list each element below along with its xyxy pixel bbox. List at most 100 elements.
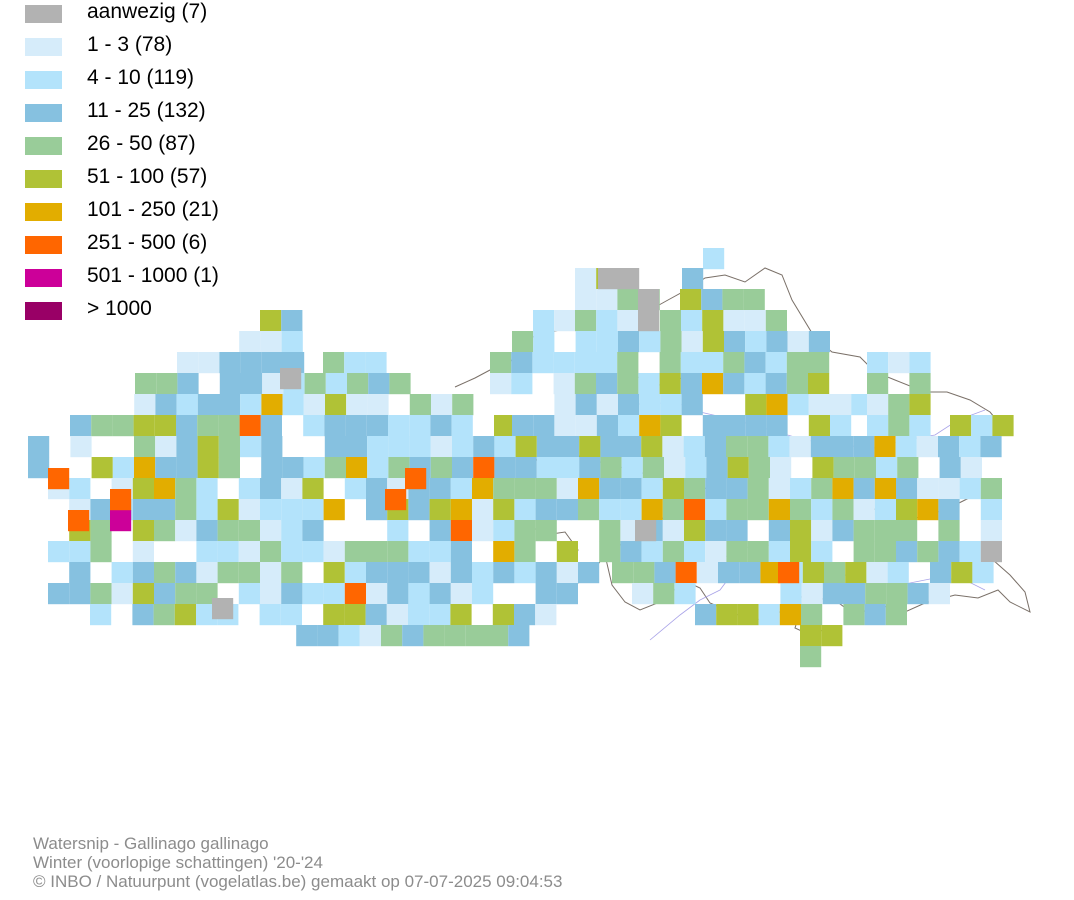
grid-cell xyxy=(980,436,1002,458)
grid-cell xyxy=(280,604,302,626)
grid-cell xyxy=(744,352,766,374)
grid-cell xyxy=(134,394,156,416)
grid-cell xyxy=(512,331,534,353)
grid-cell xyxy=(854,457,876,479)
legend-swatch xyxy=(25,38,62,56)
grid-cell xyxy=(514,520,536,542)
grid-cell xyxy=(240,394,262,416)
grid-cell xyxy=(472,478,494,500)
grid-cell xyxy=(745,331,767,353)
grid-cell xyxy=(800,625,822,647)
grid-cell xyxy=(599,541,621,563)
grid-cell xyxy=(154,520,176,542)
grid-cell xyxy=(684,499,706,521)
grid-cell xyxy=(409,394,431,416)
grid-cell xyxy=(366,541,388,563)
grid-cell xyxy=(638,373,660,395)
grid-cell xyxy=(429,478,451,500)
grid-cell xyxy=(490,352,512,374)
grid-cell xyxy=(716,604,738,626)
legend-swatch xyxy=(25,5,62,23)
grid-cell xyxy=(575,268,597,290)
grid-cell xyxy=(802,562,824,584)
grid-cell xyxy=(810,436,832,458)
grid-cell xyxy=(110,510,132,532)
grid-cell xyxy=(69,583,91,605)
grid-cell xyxy=(662,436,684,458)
grid-cell xyxy=(558,436,580,458)
grid-cell xyxy=(450,604,472,626)
grid-cell xyxy=(512,415,534,437)
grid-cell xyxy=(386,604,408,626)
legend-swatch xyxy=(25,269,62,287)
grid-cell xyxy=(429,604,451,626)
grid-cell xyxy=(472,583,494,605)
grid-cell xyxy=(972,562,994,584)
grid-cell xyxy=(387,583,409,605)
grid-cell xyxy=(511,352,533,374)
grid-cell xyxy=(344,604,366,626)
grid-cell xyxy=(450,562,472,584)
grid-cell xyxy=(554,415,576,437)
grid-cell xyxy=(261,457,283,479)
grid-cell xyxy=(366,415,388,437)
grid-cell xyxy=(492,604,514,626)
grid-cell xyxy=(578,478,600,500)
grid-cell xyxy=(790,520,812,542)
grid-cell xyxy=(344,583,366,605)
grid-cell xyxy=(575,310,597,332)
grid-cell xyxy=(726,436,748,458)
grid-cell xyxy=(175,478,197,500)
grid-cell xyxy=(620,436,642,458)
grid-cell xyxy=(176,415,198,437)
grid-cell xyxy=(832,478,854,500)
grid-cell xyxy=(617,289,639,311)
grid-cell xyxy=(493,541,515,563)
grid-cell xyxy=(705,499,727,521)
grid-cell xyxy=(939,457,961,479)
legend-label: 101 - 250 (21) xyxy=(87,198,219,221)
grid-cell xyxy=(895,436,917,458)
grid-cell xyxy=(639,331,661,353)
grid-cell xyxy=(747,436,769,458)
grid-cell xyxy=(790,541,812,563)
grid-cell xyxy=(685,457,707,479)
grid-cell xyxy=(888,415,910,437)
grid-cell xyxy=(660,394,682,416)
grid-cell xyxy=(494,415,516,437)
grid-cell xyxy=(980,478,1002,500)
grid-cell xyxy=(260,415,282,437)
grid-cell xyxy=(866,562,888,584)
grid-cell xyxy=(596,415,618,437)
grid-cell xyxy=(490,373,512,395)
grid-cell xyxy=(845,562,867,584)
grid-cell xyxy=(388,415,410,437)
grid-cell xyxy=(155,436,177,458)
grid-cell xyxy=(705,478,727,500)
grid-cell xyxy=(553,352,575,374)
legend-label: 501 - 1000 (1) xyxy=(87,264,219,287)
grid-cell xyxy=(674,583,696,605)
grid-cell xyxy=(723,373,745,395)
grid-cell xyxy=(196,520,218,542)
grid-cell xyxy=(238,562,260,584)
grid-cell xyxy=(381,625,403,647)
grid-cell xyxy=(790,478,812,500)
grid-cell xyxy=(69,541,91,563)
grid-cell xyxy=(553,373,575,395)
grid-cell xyxy=(675,562,697,584)
grid-cell xyxy=(493,520,515,542)
grid-cell xyxy=(554,394,576,416)
species-name: Watersnip - Gallinago gallinago xyxy=(33,834,269,853)
grid-cell xyxy=(980,499,1002,521)
legend-swatch xyxy=(25,170,62,188)
grid-cell xyxy=(959,478,981,500)
grid-cell xyxy=(218,436,240,458)
grid-cell xyxy=(682,268,704,290)
grid-cell xyxy=(514,541,536,563)
grid-cell xyxy=(660,415,682,437)
grid-cell xyxy=(659,310,681,332)
grid-cell xyxy=(876,457,898,479)
grid-cell xyxy=(493,478,515,500)
grid-cell xyxy=(867,394,889,416)
